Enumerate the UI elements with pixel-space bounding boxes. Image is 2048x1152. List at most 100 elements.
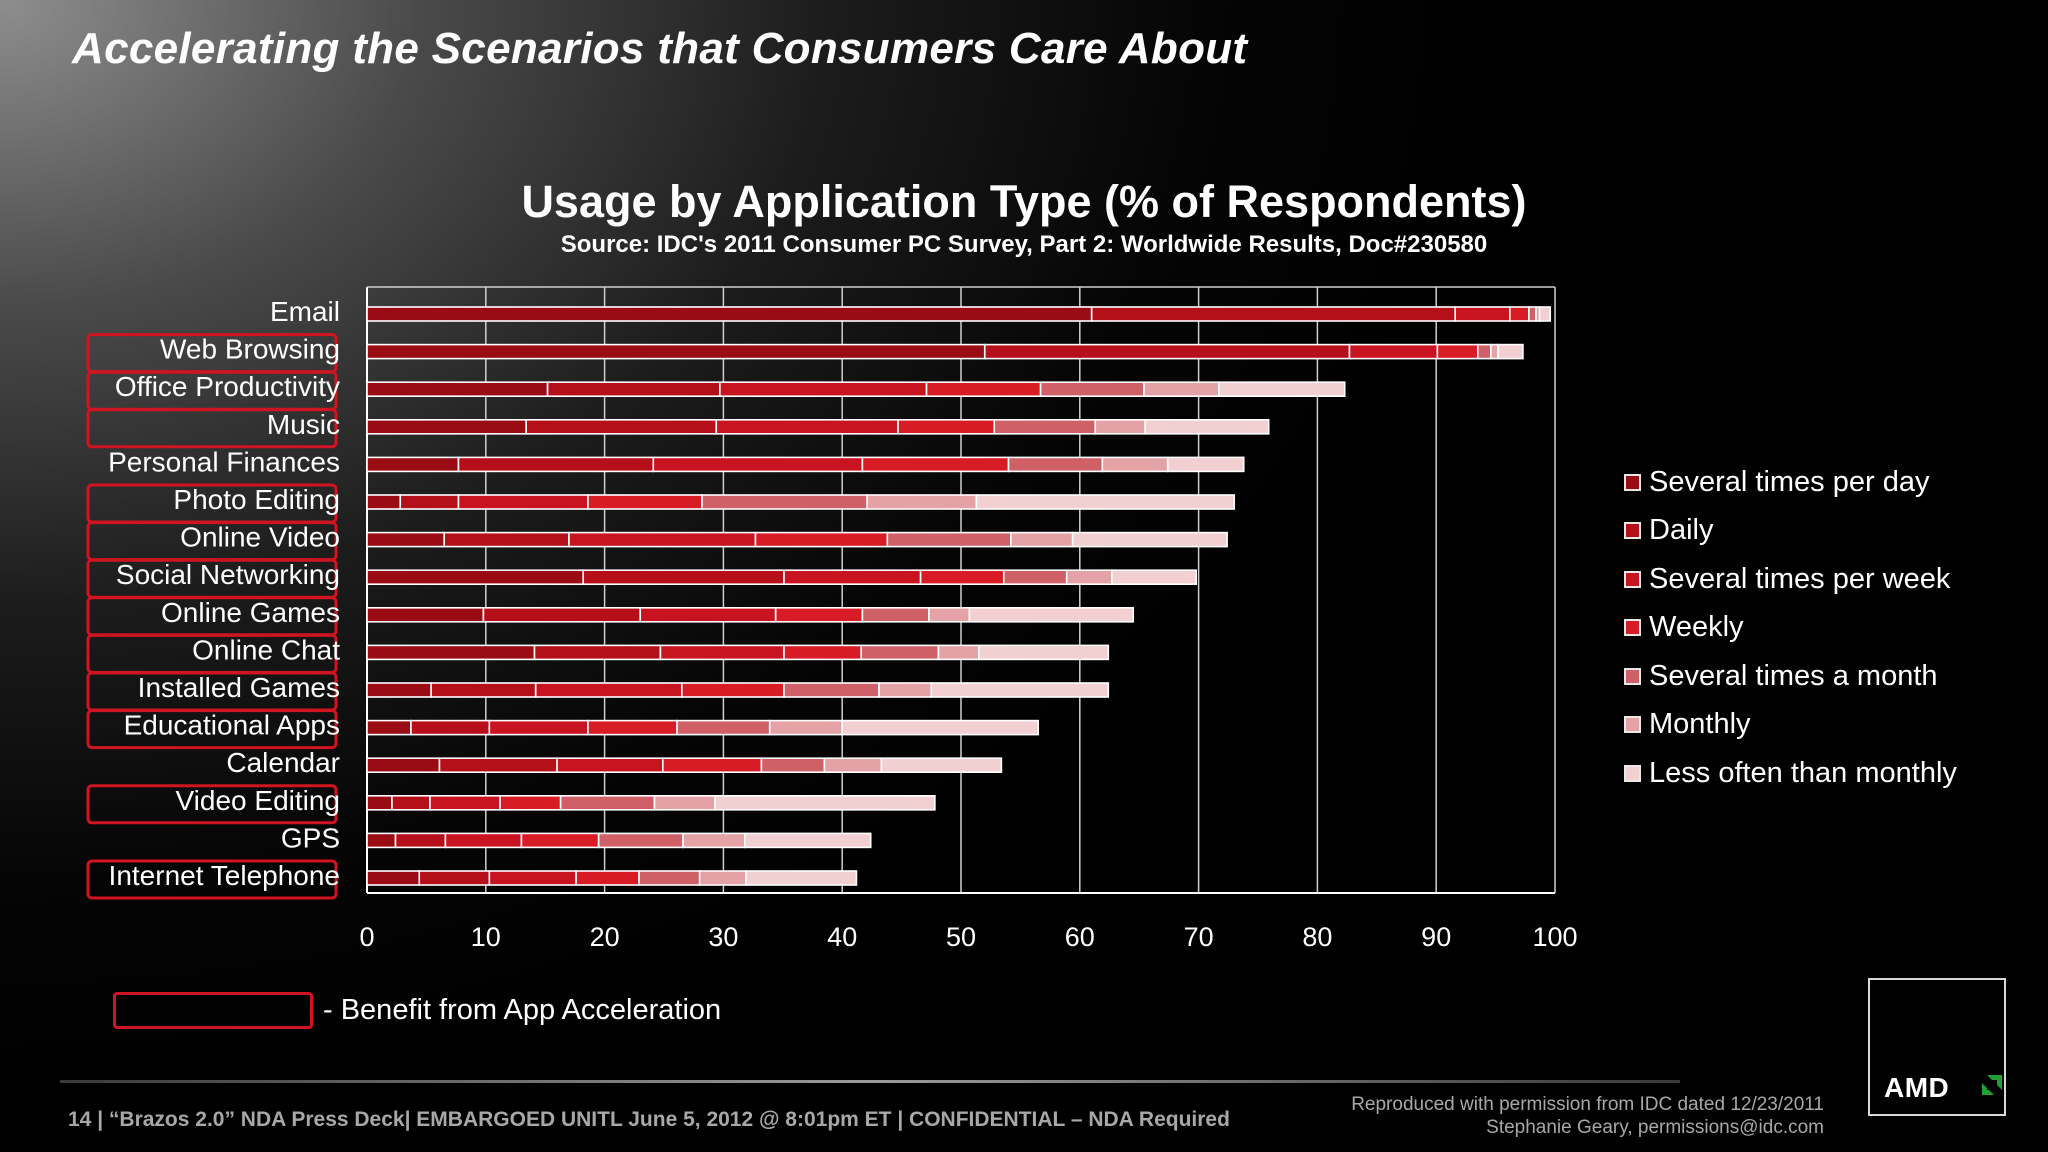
bar-segment: [366, 569, 585, 586]
highlight-box: [86, 408, 338, 449]
acceleration-note: - Benefit from App Acceleration: [113, 992, 721, 1029]
category-label: Music: [267, 409, 340, 440]
bar-segment: [499, 794, 562, 811]
bar-segment: [983, 343, 1351, 360]
bar-segment: [861, 606, 930, 623]
bar-segment: [1348, 343, 1439, 360]
bar-segment: [366, 418, 527, 435]
bar-segment: [1528, 306, 1537, 322]
category-label: Calendar: [226, 747, 340, 778]
bar-segment: [1002, 569, 1068, 586]
credit-line-1: Reproduced with permission from IDC date…: [1351, 1094, 1824, 1115]
bar-segment: [366, 870, 421, 886]
category-label: Video Editing: [176, 785, 341, 816]
bar-segment: [783, 682, 880, 698]
chart-title: Usage by Application Type (% of Responde…: [521, 176, 1527, 227]
bar-segment: [930, 682, 1110, 698]
x-tick-label: 20: [590, 922, 620, 952]
category-label: Web Browsing: [160, 334, 340, 365]
bar-segment: [366, 381, 549, 398]
legend-label: Monthly: [1649, 708, 1751, 741]
bar-segment: [1166, 456, 1245, 473]
x-tick-label: 50: [946, 922, 976, 952]
bar-segment: [366, 682, 432, 698]
bar-segment: [394, 832, 447, 849]
credit-line-2: Stephanie Geary, permissions@idc.com: [1486, 1117, 1824, 1138]
bar-segment: [993, 418, 1097, 435]
legend-swatch: [1624, 619, 1641, 637]
bar-segment: [488, 719, 589, 736]
legend-item: Less often than monthly: [1624, 749, 1957, 798]
category-label: Installed Games: [138, 672, 340, 703]
bar-segment: [366, 343, 986, 360]
bar-segment: [418, 870, 491, 886]
bar-segment: [681, 682, 785, 698]
legend-label: Less often than monthly: [1649, 756, 1957, 789]
bar-segment: [430, 682, 537, 698]
footer-divider: [60, 1080, 1680, 1083]
permission-credit: Reproduced with permission from IDC date…: [1351, 1093, 1824, 1139]
bar-segment: [897, 418, 996, 435]
bar-segment: [860, 644, 940, 661]
category-label: Photo Editing: [173, 484, 340, 515]
bar-segment: [715, 418, 899, 435]
category-label: Email: [270, 296, 340, 327]
legend-swatch: [1624, 764, 1641, 782]
bar-segment: [928, 606, 971, 623]
legend-swatch: [1624, 570, 1641, 588]
bar-segment: [745, 870, 858, 886]
legend-item: Several times per day: [1624, 458, 1957, 507]
bar-segment: [575, 870, 640, 886]
bar-segment: [520, 832, 600, 849]
bar-segment: [937, 644, 980, 661]
bar-segment: [919, 569, 1005, 586]
category-label: Educational Apps: [124, 710, 340, 741]
bar-segment: [760, 757, 826, 774]
bar-segment: [1007, 456, 1104, 473]
x-tick-label: 60: [1065, 922, 1095, 952]
bar-segment: [444, 832, 523, 849]
bar-segment: [525, 418, 718, 435]
bar-segment: [1039, 381, 1145, 398]
category-label: Online Video: [180, 522, 340, 553]
bar-segment: [559, 794, 656, 811]
x-tick-label: 30: [708, 922, 738, 952]
bar-segment: [366, 794, 393, 811]
bar-segment: [698, 870, 747, 886]
bar-segment: [676, 719, 771, 736]
legend-swatch: [1624, 522, 1641, 540]
bar-segment: [568, 531, 757, 548]
chart-subtitle: Source: IDC's 2011 Consumer PC Survey, P…: [560, 231, 1488, 258]
bar-segment: [743, 832, 872, 849]
bar-segment: [774, 606, 864, 623]
bar-segment: [533, 644, 662, 661]
legend-label: Weekly: [1649, 611, 1744, 644]
bar-segment: [866, 494, 978, 510]
bar-segment: [1065, 569, 1113, 586]
bar-segment: [1538, 306, 1552, 322]
bar-segment: [1111, 569, 1198, 586]
footer-text: 14 | “Brazos 2.0” NDA Press Deck| EMBARG…: [68, 1108, 1230, 1131]
bar-segment: [366, 644, 536, 661]
bar-segment: [410, 719, 491, 736]
bar-segment: [841, 719, 1040, 736]
bar-segment: [587, 494, 703, 510]
bar-segment: [968, 606, 1135, 623]
bar-segment: [1217, 381, 1346, 398]
bar-segment: [1497, 343, 1524, 360]
amd-arrow-icon: [1982, 1075, 2002, 1095]
legend: Several times per day Daily Several times …: [1624, 458, 1957, 798]
bar-segment: [878, 682, 933, 698]
bar-segment: [391, 794, 431, 811]
legend-item: Several times per week: [1624, 555, 1957, 604]
bar-segment: [366, 719, 412, 736]
legend-label: Several times per week: [1649, 562, 1951, 595]
bar-segment: [457, 456, 655, 473]
legend-swatch: [1624, 473, 1641, 491]
highlight-boxes: [86, 333, 338, 900]
legend-label: Several times a month: [1649, 659, 1938, 692]
bar-segment: [457, 494, 589, 510]
slide-title: Accelerating the Scenarios that Consumer…: [72, 24, 1248, 73]
bar-segment: [366, 531, 446, 548]
bar-segment: [978, 644, 1110, 661]
